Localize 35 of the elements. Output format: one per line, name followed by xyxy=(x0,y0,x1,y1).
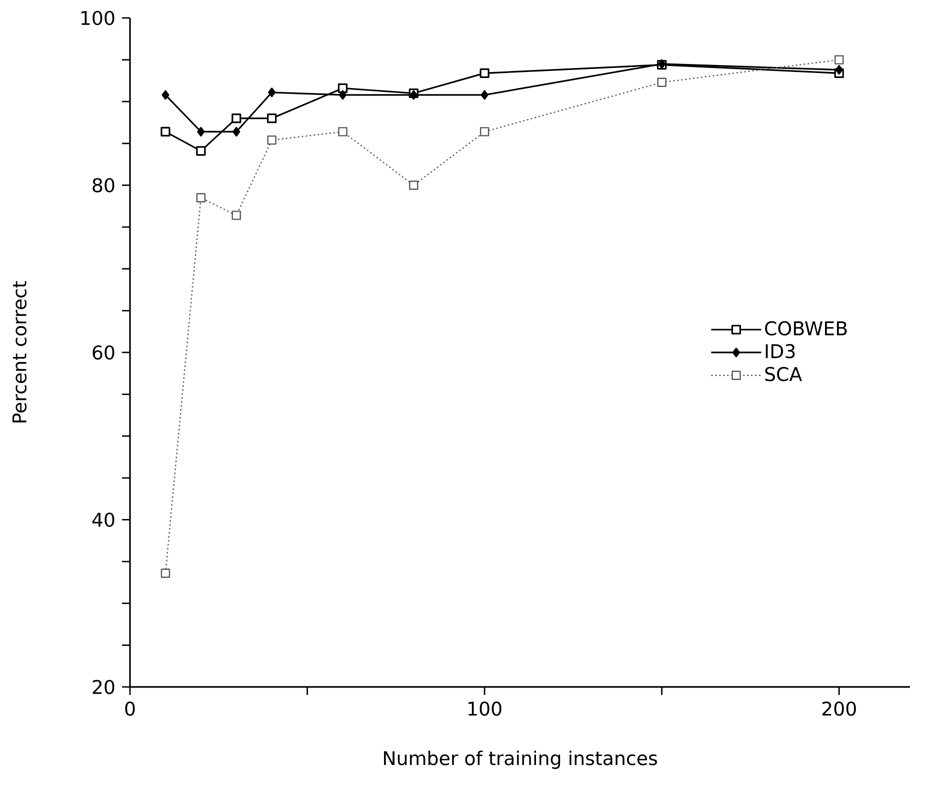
point xyxy=(196,146,206,156)
point xyxy=(196,193,206,202)
point xyxy=(835,65,843,75)
y-axis-title: Percent correct xyxy=(12,281,27,422)
point xyxy=(338,83,348,94)
point xyxy=(480,68,490,78)
point xyxy=(232,210,241,220)
legend-label: COBWEB xyxy=(765,321,847,336)
x-tick-label: 0 xyxy=(125,701,135,716)
point xyxy=(480,90,488,100)
y-tick-label: 100 xyxy=(81,10,114,26)
point xyxy=(268,88,276,98)
legend-label: ID3 xyxy=(766,344,795,358)
x-axis-title: Number of training instances xyxy=(384,750,657,769)
point xyxy=(160,568,170,578)
point xyxy=(338,90,347,100)
point xyxy=(338,127,348,136)
y-tick-label: 40 xyxy=(92,512,114,527)
legend-label: SCA xyxy=(765,366,802,382)
x-tick-label: 200 xyxy=(822,701,856,716)
y-tick-label: 20 xyxy=(92,680,114,694)
y-tick-label: 60 xyxy=(92,345,114,360)
point xyxy=(834,55,844,64)
point xyxy=(267,135,276,145)
point xyxy=(267,114,277,124)
point xyxy=(409,180,418,190)
point xyxy=(197,126,205,137)
point xyxy=(480,127,490,136)
point xyxy=(160,126,170,137)
x-tick-label: 100 xyxy=(468,701,502,716)
point xyxy=(162,90,170,100)
y-tick-label: 80 xyxy=(92,178,114,192)
point xyxy=(657,78,666,87)
point xyxy=(232,114,242,124)
point xyxy=(232,126,240,137)
